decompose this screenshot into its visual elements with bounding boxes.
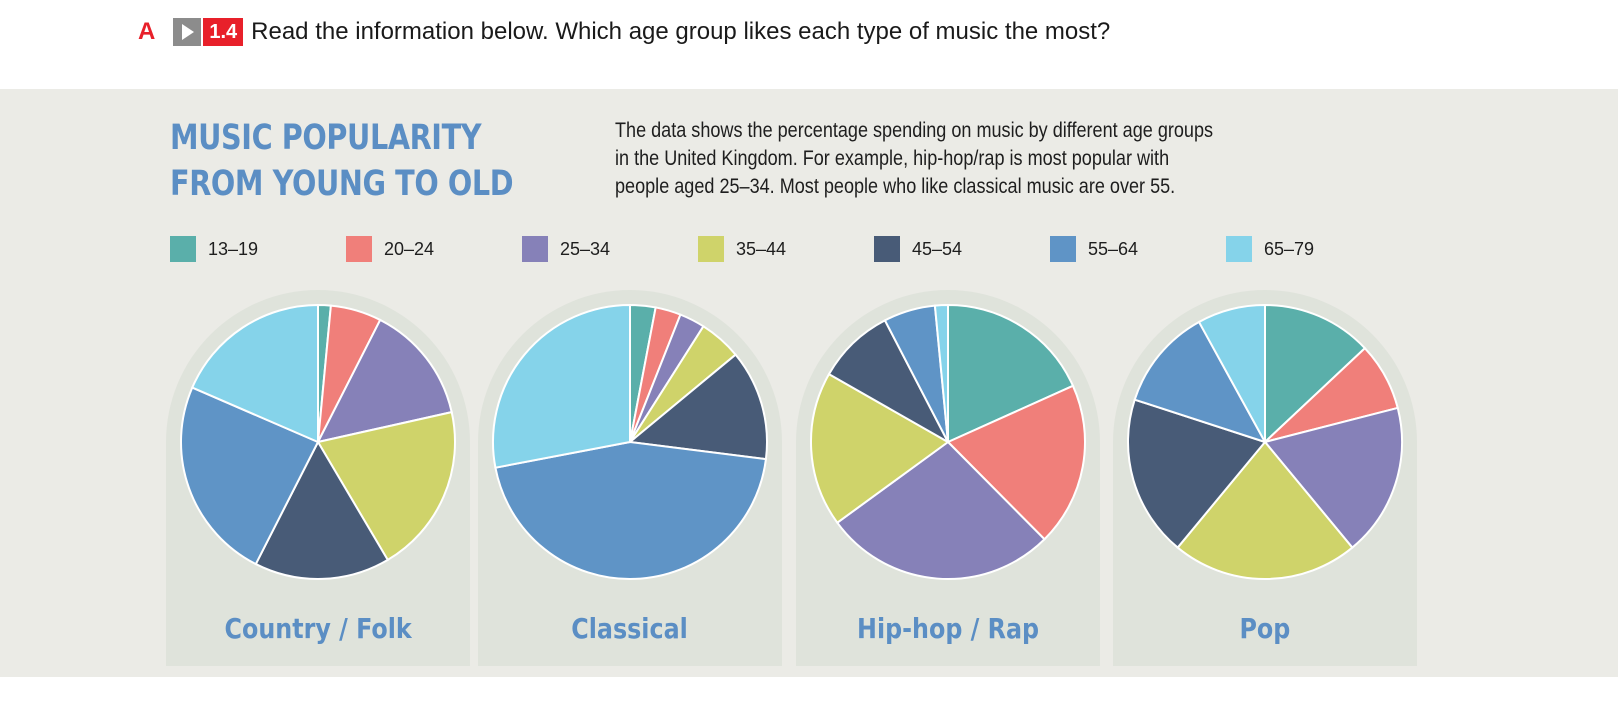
infographic-description: The data shows the percentage spending o… <box>615 117 1495 201</box>
pie-slice <box>946 384 1086 541</box>
pie-chart-title: Pop <box>1115 612 1415 645</box>
pie-slice <box>494 440 768 580</box>
pie-slice <box>316 410 456 562</box>
pie-slice <box>254 439 390 580</box>
pie-slice <box>947 303 1075 444</box>
pie-slice <box>827 319 951 445</box>
description-line-3: people aged 25–34. Most people who like … <box>615 175 1176 198</box>
exercise-letter: A <box>138 18 156 45</box>
pie-chart-title: Classical <box>480 612 780 645</box>
legend-label: 45–54 <box>912 238 963 259</box>
legend-swatch <box>1226 236 1252 262</box>
legend-label: 65–79 <box>1264 238 1315 259</box>
pie-slice <box>180 386 320 566</box>
pie-chart-title-text: Pop <box>1239 612 1291 645</box>
exercise-header: A 1.4 Read the information below. Which … <box>138 14 1110 50</box>
title-line-1: MUSIC POPULARITY <box>170 118 482 158</box>
pie-slice <box>933 303 949 443</box>
pie-chart-title-text: Classical <box>571 612 689 645</box>
pie-slice <box>492 303 631 469</box>
legend-item: 45–54 <box>874 236 962 262</box>
play-icon[interactable] <box>173 18 202 46</box>
pie-chart-title: Country / Folk <box>168 612 468 645</box>
pie-slice <box>1176 440 1354 581</box>
title-line-2: FROM YOUNG TO OLD <box>170 164 514 204</box>
legend-label: 20–24 <box>384 238 435 259</box>
pie-chart-title: Hip-hop / Rap <box>798 612 1098 645</box>
pie-chart-title-text: Country / Folk <box>224 612 412 645</box>
legend-item: 25–34 <box>522 236 610 262</box>
legend-item: 65–79 <box>1226 236 1314 262</box>
legend-swatch <box>698 236 724 262</box>
description-line-1: The data shows the percentage spending o… <box>615 119 1214 142</box>
pie-slice <box>1264 303 1367 445</box>
legend-item: 13–19 <box>170 236 258 262</box>
infographic-title: MUSIC POPULARITY FROM YOUNG TO OLD <box>170 115 589 207</box>
pie-slice <box>627 353 768 461</box>
pie-slice <box>835 440 1046 580</box>
legend-item: 20–24 <box>346 236 434 262</box>
exercise-instruction: Read the information below. Which age gr… <box>251 18 1111 45</box>
legend-label: 55–64 <box>1088 238 1139 259</box>
pie-slice <box>1263 406 1403 549</box>
legend-swatch <box>522 236 548 262</box>
description-line-2: in the United Kingdom. For example, hip-… <box>615 147 1170 170</box>
pie-slice <box>1133 320 1268 444</box>
pie-slice <box>1127 398 1267 549</box>
pie-chart-title-text: Hip-hop / Rap <box>856 612 1040 645</box>
legend-swatch <box>1050 236 1076 262</box>
legend-item: 35–44 <box>698 236 786 262</box>
chart-legend: 13–19 20–24 25–34 35–44 45–54 55–64 65–79 <box>170 236 1370 266</box>
legend-label: 13–19 <box>208 238 259 259</box>
legend-item: 55–64 <box>1050 236 1138 262</box>
legend-swatch <box>170 236 196 262</box>
pie-slice <box>1197 303 1266 443</box>
legend-swatch <box>874 236 900 262</box>
legend-swatch <box>346 236 372 262</box>
audio-track-badge: 1.4 <box>203 18 244 46</box>
legend-label: 25–34 <box>560 238 611 259</box>
legend-label: 35–44 <box>736 238 787 259</box>
pie-slice <box>190 303 319 444</box>
pie-slice <box>316 318 453 444</box>
pie-slice <box>810 372 950 525</box>
